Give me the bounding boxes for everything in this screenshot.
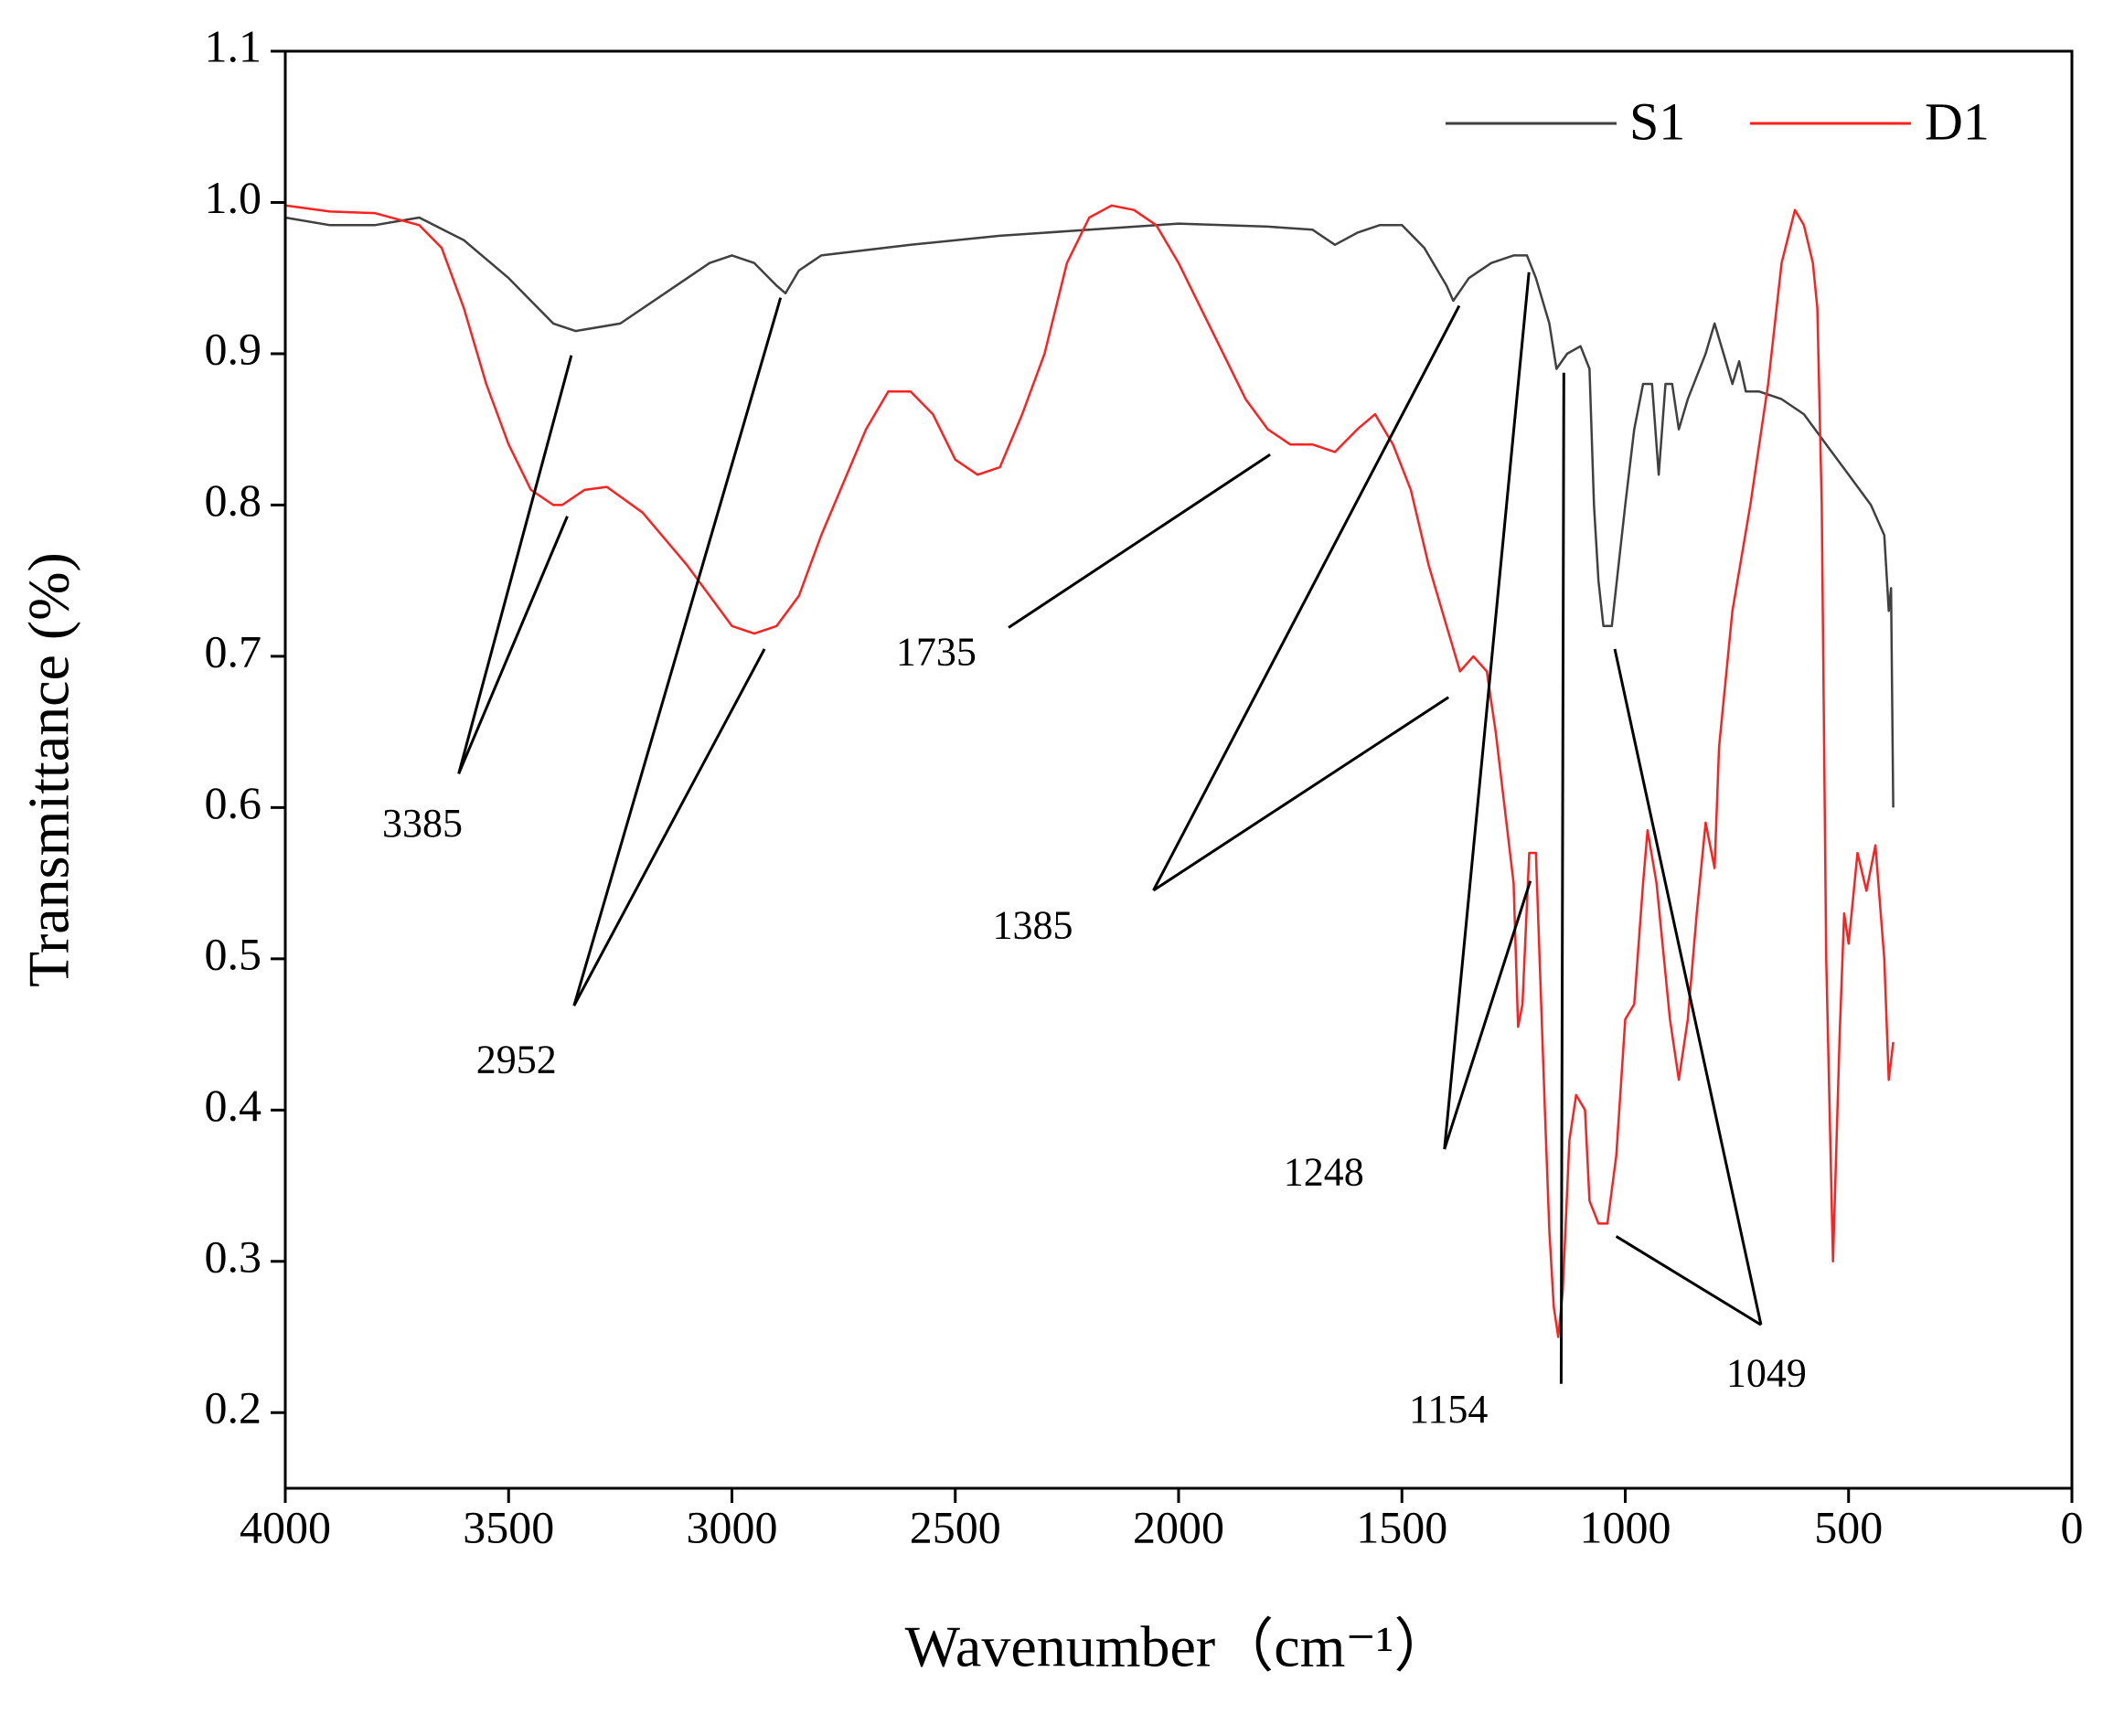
x-tick-label: 1000 xyxy=(1580,1501,1671,1552)
annotation: 1049 xyxy=(1726,1351,1807,1396)
x-tick-label: 3500 xyxy=(463,1501,554,1552)
y-tick-label: 0.6 xyxy=(205,777,262,828)
annotation-leader xyxy=(1443,272,1531,1150)
annotation: 1735 xyxy=(896,629,977,674)
annotation-leader xyxy=(1152,304,1461,891)
y-tick-label: 0.2 xyxy=(205,1382,262,1433)
annotation: 1154 xyxy=(1409,1387,1488,1432)
annotation-leader xyxy=(572,648,766,1006)
y-tick-label: 0.8 xyxy=(205,474,262,526)
x-tick-label: 3000 xyxy=(687,1501,778,1552)
plot-frame xyxy=(283,49,2074,1490)
y-tick-label: 0.4 xyxy=(205,1080,262,1131)
annotation-leader xyxy=(1152,696,1450,892)
annotation-leader xyxy=(1443,880,1532,1150)
annotation-leader xyxy=(1008,453,1271,629)
x-tick-label: 4000 xyxy=(240,1501,331,1552)
y-tick-label: 0.5 xyxy=(205,928,262,979)
annotation-leader xyxy=(1615,1235,1762,1326)
y-tick-label: 0.3 xyxy=(205,1230,262,1282)
x-axis-label: Wavenumber（cm⁻¹） xyxy=(905,1614,1453,1679)
annotation: 1248 xyxy=(1284,1150,1364,1195)
annotation-leader xyxy=(457,355,573,774)
annotation: 2952 xyxy=(476,1037,557,1081)
y-axis-label: Transmittance (%) xyxy=(16,552,81,987)
annotation: 3385 xyxy=(382,801,463,846)
legend-label: D1 xyxy=(1925,91,1990,151)
legend-label: S1 xyxy=(1629,91,1685,151)
y-tick-label: 1.0 xyxy=(205,172,262,223)
x-tick-label: 500 xyxy=(1814,1501,1883,1552)
annotation: 1385 xyxy=(992,903,1073,948)
series-line xyxy=(284,216,1895,808)
y-tick-label: 1.1 xyxy=(205,20,262,71)
y-tick-label: 0.7 xyxy=(205,625,262,676)
x-tick-label: 2000 xyxy=(1133,1501,1224,1552)
series-line xyxy=(284,204,1895,1338)
annotation-leader xyxy=(572,297,783,1006)
x-tick-label: 2500 xyxy=(910,1501,1001,1552)
x-tick-label: 0 xyxy=(2061,1501,2084,1552)
annotation-leader xyxy=(1613,648,1763,1326)
y-tick-label: 0.9 xyxy=(205,323,262,374)
annotation-leader xyxy=(1559,372,1565,1384)
x-tick-label: 1500 xyxy=(1356,1501,1447,1552)
annotation-leader xyxy=(457,516,569,774)
